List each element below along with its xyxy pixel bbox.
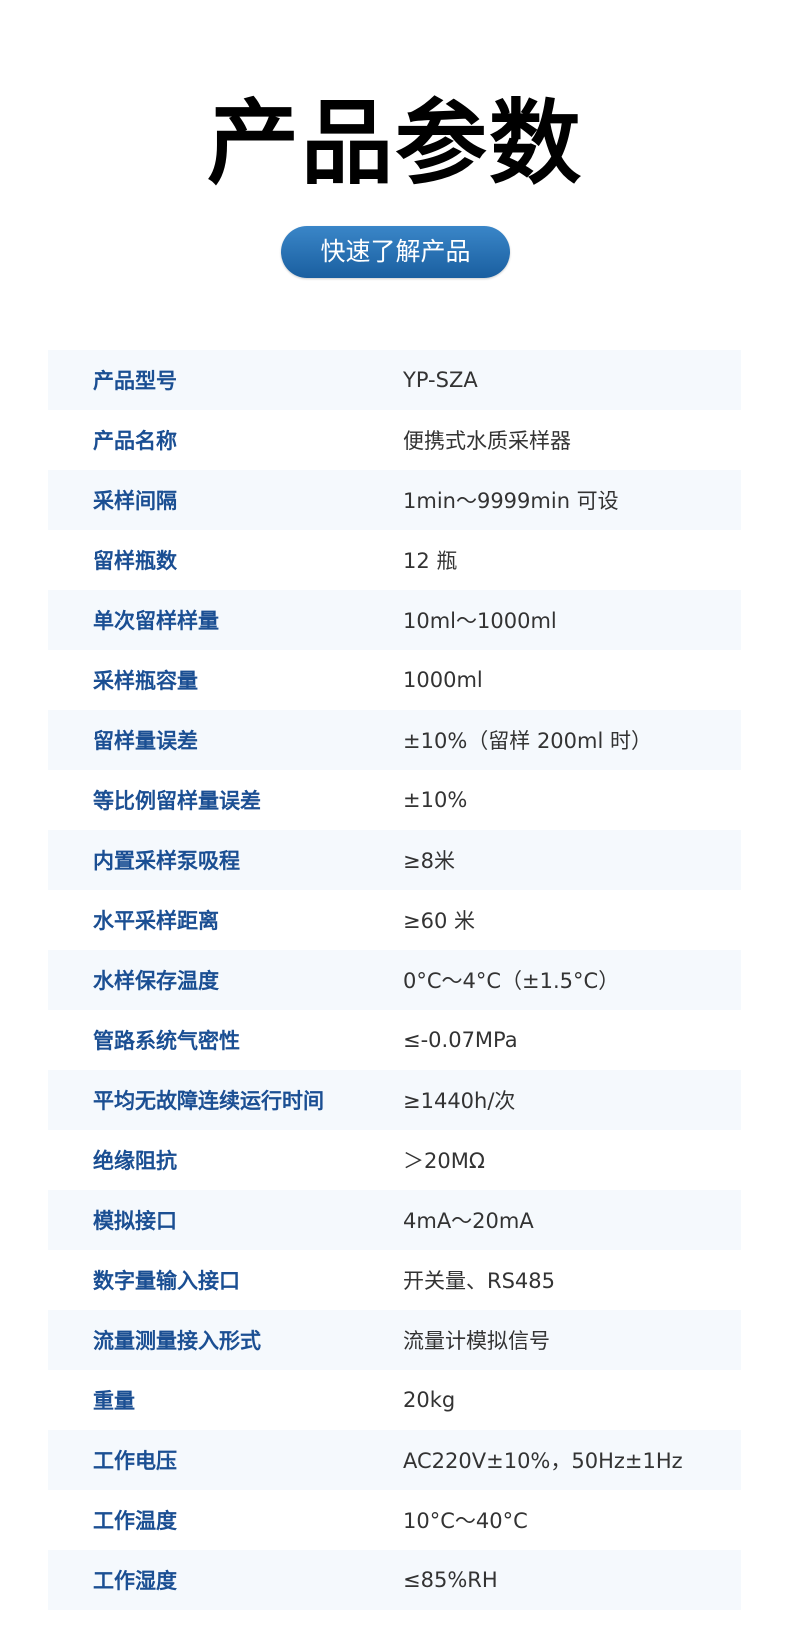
table-row: 平均无故障连续运行时间 ≥1440h/次 [48, 1070, 741, 1130]
spec-label: 等比例留样量误差 [93, 789, 261, 813]
table-row: 采样间隔 1min～9999min 可设 [48, 470, 741, 530]
spec-label: 留样瓶数 [93, 549, 177, 573]
spec-value: ＞20MΩ [403, 1149, 485, 1173]
spec-value: 便携式水质采样器 [403, 429, 571, 453]
table-row: 绝缘阻抗 ＞20MΩ [48, 1130, 741, 1190]
spec-label: 工作电压 [93, 1449, 177, 1473]
spec-value: ≤-0.07MPa [403, 1028, 518, 1052]
spec-value: ≤85%RH [403, 1568, 498, 1592]
spec-label: 内置采样泵吸程 [93, 849, 240, 873]
spec-label: 留样量误差 [93, 729, 198, 753]
spec-value: 20kg [403, 1388, 456, 1412]
table-row: 采样瓶容量 1000ml [48, 650, 741, 710]
spec-value: 10ml～1000ml [403, 609, 557, 633]
learn-product-button[interactable]: 快速了解产品 [281, 226, 510, 278]
spec-label: 采样间隔 [93, 489, 177, 513]
table-row: 模拟接口 4mA～20mA [48, 1190, 741, 1250]
table-row: 留样瓶数 12 瓶 [48, 530, 741, 590]
table-row: 等比例留样量误差 ±10% [48, 770, 741, 830]
spec-value: 1000ml [403, 668, 483, 692]
table-row: 工作温度 10°C～40°C [48, 1490, 741, 1550]
table-row: 数字量输入接口 开关量、RS485 [48, 1250, 741, 1310]
spec-value: 0°C～4°C（±1.5°C） [403, 969, 620, 993]
spec-label: 单次留样样量 [93, 609, 219, 633]
spec-value: 10°C～40°C [403, 1509, 528, 1533]
spec-value: ≥60 米 [403, 909, 475, 933]
table-row: 重量 20kg [48, 1370, 741, 1430]
table-row: 工作湿度 ≤85%RH [48, 1550, 741, 1610]
spec-value: ≥8米 [403, 849, 455, 873]
table-row: 产品型号 YP-SZA [48, 350, 741, 410]
spec-label: 流量测量接入形式 [93, 1329, 261, 1353]
spec-label: 水样保存温度 [93, 969, 219, 993]
table-row: 流量测量接入形式 流量计模拟信号 [48, 1310, 741, 1370]
spec-value: 4mA～20mA [403, 1209, 534, 1233]
page-title: 产品参数 [206, 89, 583, 197]
table-row: 工作电压 AC220V±10%，50Hz±1Hz [48, 1430, 741, 1490]
spec-value: 1min～9999min 可设 [403, 489, 619, 513]
spec-label: 产品名称 [93, 429, 177, 453]
spec-label: 绝缘阻抗 [93, 1149, 177, 1173]
spec-value: AC220V±10%，50Hz±1Hz [403, 1449, 683, 1473]
spec-value: YP-SZA [403, 368, 478, 392]
table-row: 内置采样泵吸程 ≥8米 [48, 830, 741, 890]
spec-label: 模拟接口 [93, 1209, 177, 1233]
spec-label: 重量 [93, 1389, 135, 1413]
spec-label: 管路系统气密性 [93, 1029, 240, 1053]
spec-value: 开关量、RS485 [403, 1269, 556, 1293]
spec-label: 工作湿度 [93, 1569, 177, 1593]
spec-value: ≥1440h/次 [403, 1089, 516, 1113]
spec-value: ±10%（留样 200ml 时） [403, 729, 652, 753]
spec-label: 水平采样距离 [93, 909, 219, 933]
table-row: 管路系统气密性 ≤-0.07MPa [48, 1010, 741, 1070]
table-row: 水平采样距离 ≥60 米 [48, 890, 741, 950]
spec-label: 工作温度 [93, 1509, 177, 1533]
spec-value: ±10% [403, 788, 468, 812]
spec-label: 数字量输入接口 [93, 1269, 240, 1293]
table-row: 水样保存温度 0°C～4°C（±1.5°C） [48, 950, 741, 1010]
spec-value: 12 瓶 [403, 549, 458, 573]
table-row: 留样量误差 ±10%（留样 200ml 时） [48, 710, 741, 770]
table-row: 单次留样样量 10ml～1000ml [48, 590, 741, 650]
spec-label: 平均无故障连续运行时间 [93, 1089, 324, 1113]
spec-label: 产品型号 [93, 369, 177, 393]
spec-label: 采样瓶容量 [93, 669, 198, 693]
spec-table: 产品型号 YP-SZA 产品名称 便携式水质采样器采样间隔 1min～9999min 可… [48, 350, 741, 1610]
table-row: 产品名称 便携式水质采样器 [48, 410, 741, 470]
spec-value: 流量计模拟信号 [403, 1329, 550, 1353]
